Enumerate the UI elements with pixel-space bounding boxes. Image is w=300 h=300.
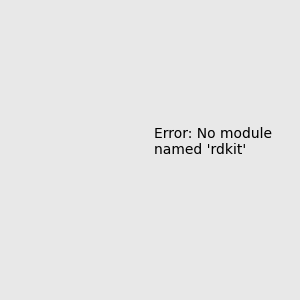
Text: Error: No module named 'rdkit': Error: No module named 'rdkit' bbox=[154, 127, 272, 157]
